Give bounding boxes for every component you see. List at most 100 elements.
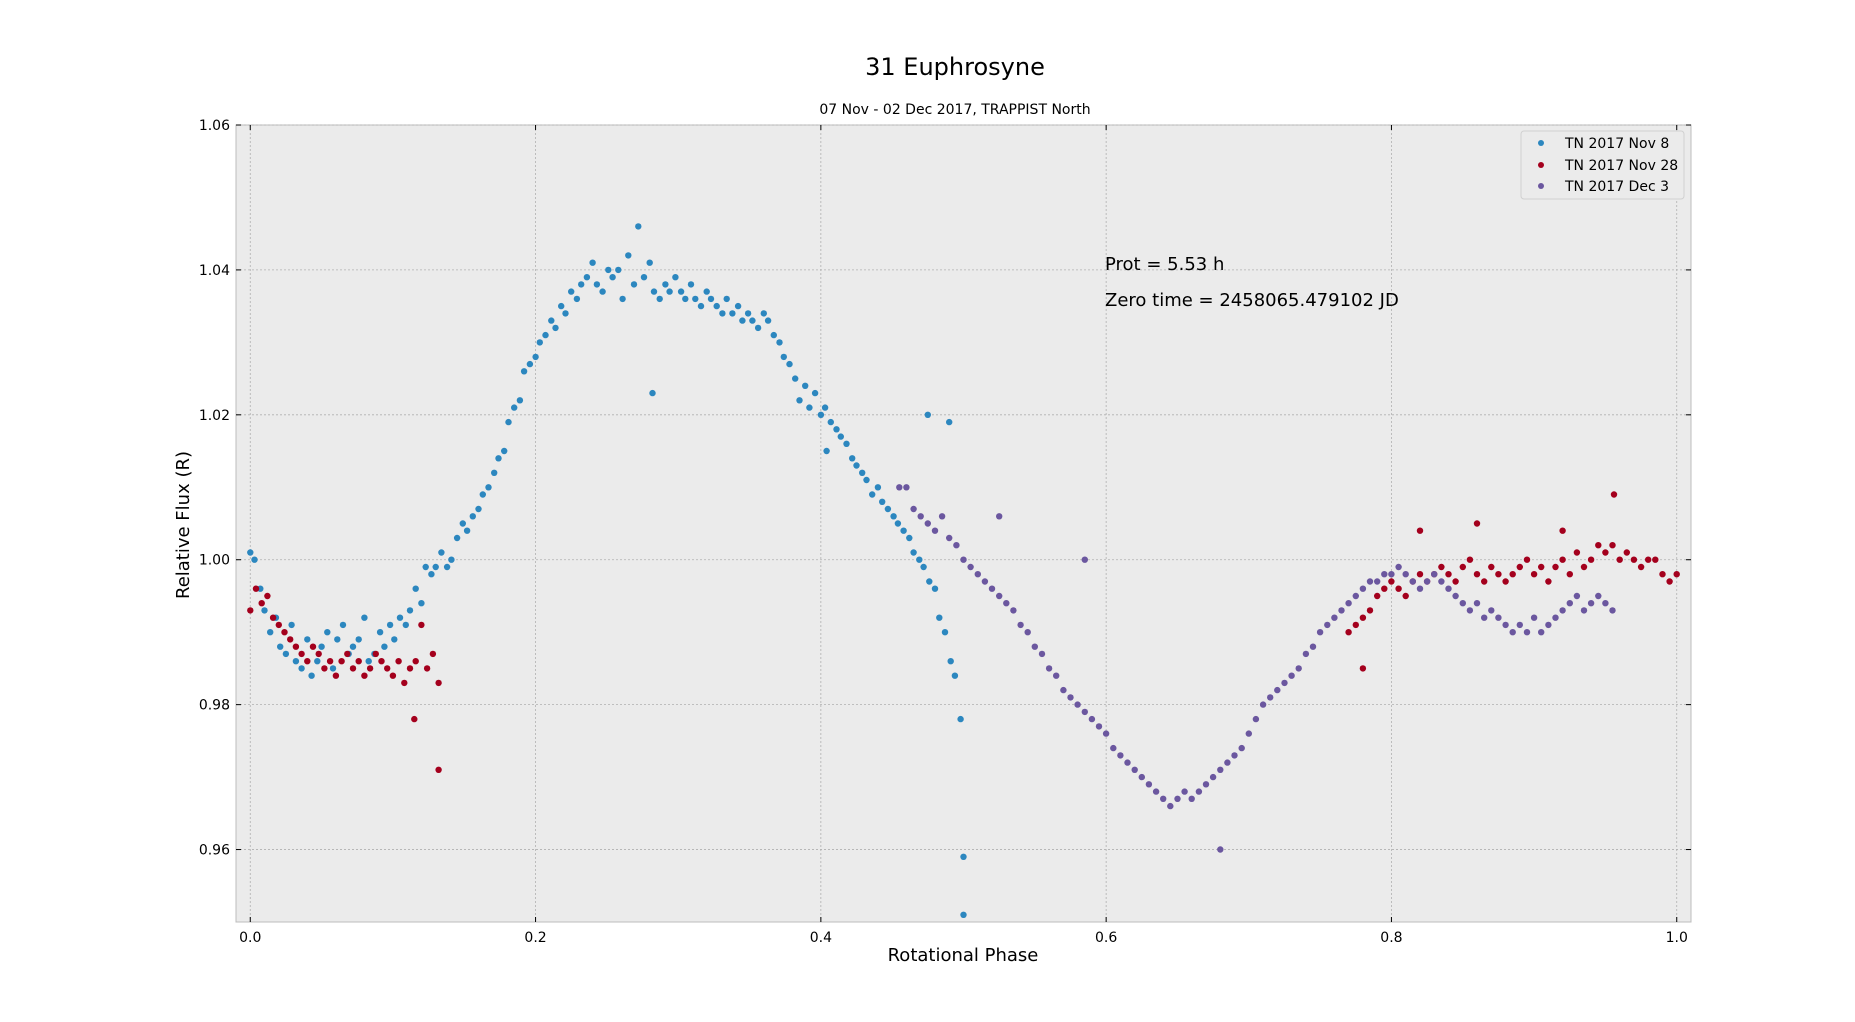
data-point bbox=[412, 658, 419, 665]
data-point bbox=[1024, 629, 1031, 636]
data-point bbox=[1174, 795, 1181, 802]
data-point bbox=[884, 505, 892, 513]
data-point bbox=[288, 621, 295, 629]
annotation-prot: Prot = 5.53 h bbox=[1105, 254, 1224, 275]
y-tick-label: 1.00 bbox=[199, 553, 230, 569]
data-point bbox=[275, 621, 282, 629]
data-point bbox=[453, 534, 461, 542]
data-point bbox=[1295, 665, 1302, 672]
data-point bbox=[920, 563, 927, 571]
data-point bbox=[625, 252, 632, 259]
data-point bbox=[475, 505, 482, 513]
data-point bbox=[764, 317, 772, 324]
data-point bbox=[931, 585, 939, 592]
data-point bbox=[314, 658, 321, 665]
data-point bbox=[957, 715, 964, 723]
data-point bbox=[1495, 614, 1502, 621]
data-point bbox=[355, 658, 362, 665]
data-point bbox=[264, 592, 271, 600]
data-point bbox=[1652, 556, 1659, 563]
data-point bbox=[703, 288, 710, 295]
data-point bbox=[1416, 585, 1424, 592]
data-point bbox=[599, 288, 606, 295]
data-point bbox=[1102, 730, 1110, 737]
data-point bbox=[1673, 571, 1680, 578]
data-point bbox=[1110, 744, 1117, 752]
data-point bbox=[308, 672, 315, 679]
data-point bbox=[391, 636, 398, 643]
data-point bbox=[630, 281, 638, 288]
data-point bbox=[1666, 578, 1673, 585]
data-point bbox=[1374, 592, 1381, 600]
data-point bbox=[355, 636, 362, 643]
data-point bbox=[1067, 694, 1074, 701]
data-point bbox=[1573, 592, 1581, 600]
data-point bbox=[396, 614, 404, 621]
data-point bbox=[1345, 629, 1352, 636]
data-point bbox=[894, 520, 902, 527]
data-point bbox=[1587, 600, 1595, 607]
data-point bbox=[1481, 578, 1488, 585]
data-point bbox=[687, 281, 695, 288]
data-point bbox=[713, 302, 720, 310]
data-point bbox=[1202, 781, 1210, 788]
data-points bbox=[247, 223, 1680, 918]
data-point bbox=[817, 411, 825, 418]
data-point bbox=[1637, 563, 1645, 571]
data-point bbox=[1003, 600, 1010, 607]
series-0 bbox=[247, 223, 967, 918]
data-point bbox=[501, 447, 508, 455]
data-point bbox=[811, 389, 819, 397]
data-point bbox=[1559, 607, 1566, 614]
data-point bbox=[1473, 571, 1481, 578]
data-point bbox=[578, 281, 585, 288]
data-point bbox=[936, 614, 943, 621]
data-point bbox=[365, 658, 372, 665]
y-axis-label: Relative Flux (R) bbox=[173, 451, 194, 599]
data-point bbox=[1438, 563, 1445, 571]
y-tick-label: 1.02 bbox=[199, 408, 230, 424]
data-point bbox=[252, 585, 260, 592]
data-point bbox=[384, 665, 391, 672]
data-point bbox=[1559, 556, 1566, 563]
data-point bbox=[422, 563, 429, 571]
data-point bbox=[1616, 556, 1623, 563]
data-point bbox=[960, 911, 967, 918]
data-point bbox=[1031, 643, 1039, 650]
data-point bbox=[511, 404, 518, 411]
data-point bbox=[1088, 715, 1096, 723]
data-point bbox=[1502, 578, 1509, 585]
data-point bbox=[1609, 607, 1616, 614]
data-point bbox=[1466, 556, 1474, 563]
data-point bbox=[1238, 744, 1245, 752]
data-point bbox=[1288, 672, 1295, 679]
data-point bbox=[1095, 723, 1103, 730]
data-point bbox=[656, 295, 663, 303]
data-point bbox=[1331, 614, 1338, 621]
x-tick-label: 0.2 bbox=[524, 930, 546, 946]
data-point bbox=[429, 650, 437, 658]
y-tick-label: 0.96 bbox=[199, 843, 230, 859]
data-point bbox=[552, 324, 559, 332]
data-point bbox=[568, 288, 575, 295]
data-point bbox=[338, 658, 345, 665]
data-point bbox=[1538, 629, 1545, 636]
data-point bbox=[910, 549, 917, 556]
data-point bbox=[760, 310, 767, 317]
data-point bbox=[1502, 621, 1509, 629]
data-point bbox=[906, 534, 913, 542]
data-point bbox=[1523, 629, 1531, 636]
annotation-zero-time: Zero time = 2458065.479102 JD bbox=[1105, 290, 1399, 311]
data-point bbox=[707, 295, 715, 303]
data-point bbox=[1438, 578, 1445, 585]
data-point bbox=[1452, 578, 1459, 585]
data-point bbox=[1416, 571, 1424, 578]
data-point bbox=[412, 585, 419, 592]
legend: TN 2017 Nov 8 TN 2017 Nov 28 TN 2017 Dec… bbox=[1520, 130, 1685, 200]
data-point bbox=[859, 469, 866, 476]
legend-box bbox=[1520, 130, 1685, 200]
data-point bbox=[1381, 571, 1388, 578]
data-point bbox=[339, 621, 347, 629]
data-point bbox=[1545, 621, 1552, 629]
chart-title: 31 Euphrosyne bbox=[865, 53, 1045, 81]
